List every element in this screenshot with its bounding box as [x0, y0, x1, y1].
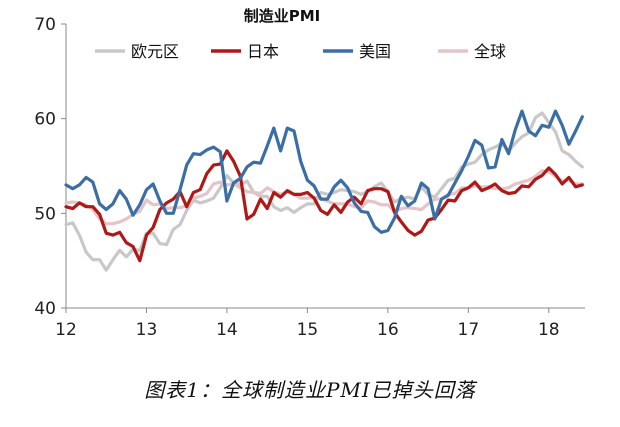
legend-label: 欧元区	[131, 42, 179, 61]
x-tick-label: 15	[297, 320, 319, 340]
y-tick-label: 40	[34, 299, 56, 319]
y-tick-label: 70	[34, 15, 56, 35]
chart-axes: 40 50 60 70 12 13 14 15 16 17 18	[34, 15, 585, 340]
series-line-3	[64, 109, 584, 234]
x-tick-label: 18	[538, 320, 560, 340]
chart-title: 制造业PMI	[244, 7, 321, 25]
series-line-2	[64, 149, 584, 263]
x-tick-label: 12	[55, 320, 77, 340]
x-tick-label: 13	[136, 320, 158, 340]
pmi-line-chart: 40 50 60 70 12 13 14 15 16 17 18 制造业PMI 欧元区 日本 美国 全球	[34, 7, 585, 340]
x-tick-label: 17	[458, 320, 480, 340]
legend-label: 全球	[474, 42, 506, 61]
chart-legend: 欧元区 日本 美国 全球	[95, 42, 506, 61]
figure-caption: 图表1：全球制造业PMI已掉头回落	[144, 378, 476, 402]
chart-plot-area	[64, 109, 584, 272]
y-tick-label: 60	[34, 110, 56, 130]
x-tick-label: 16	[377, 320, 399, 340]
legend-label: 美国	[359, 42, 391, 61]
legend-label: 日本	[247, 42, 279, 61]
x-tick-label: 14	[216, 320, 238, 340]
series-line-1	[64, 111, 584, 272]
y-tick-label: 50	[34, 204, 56, 224]
